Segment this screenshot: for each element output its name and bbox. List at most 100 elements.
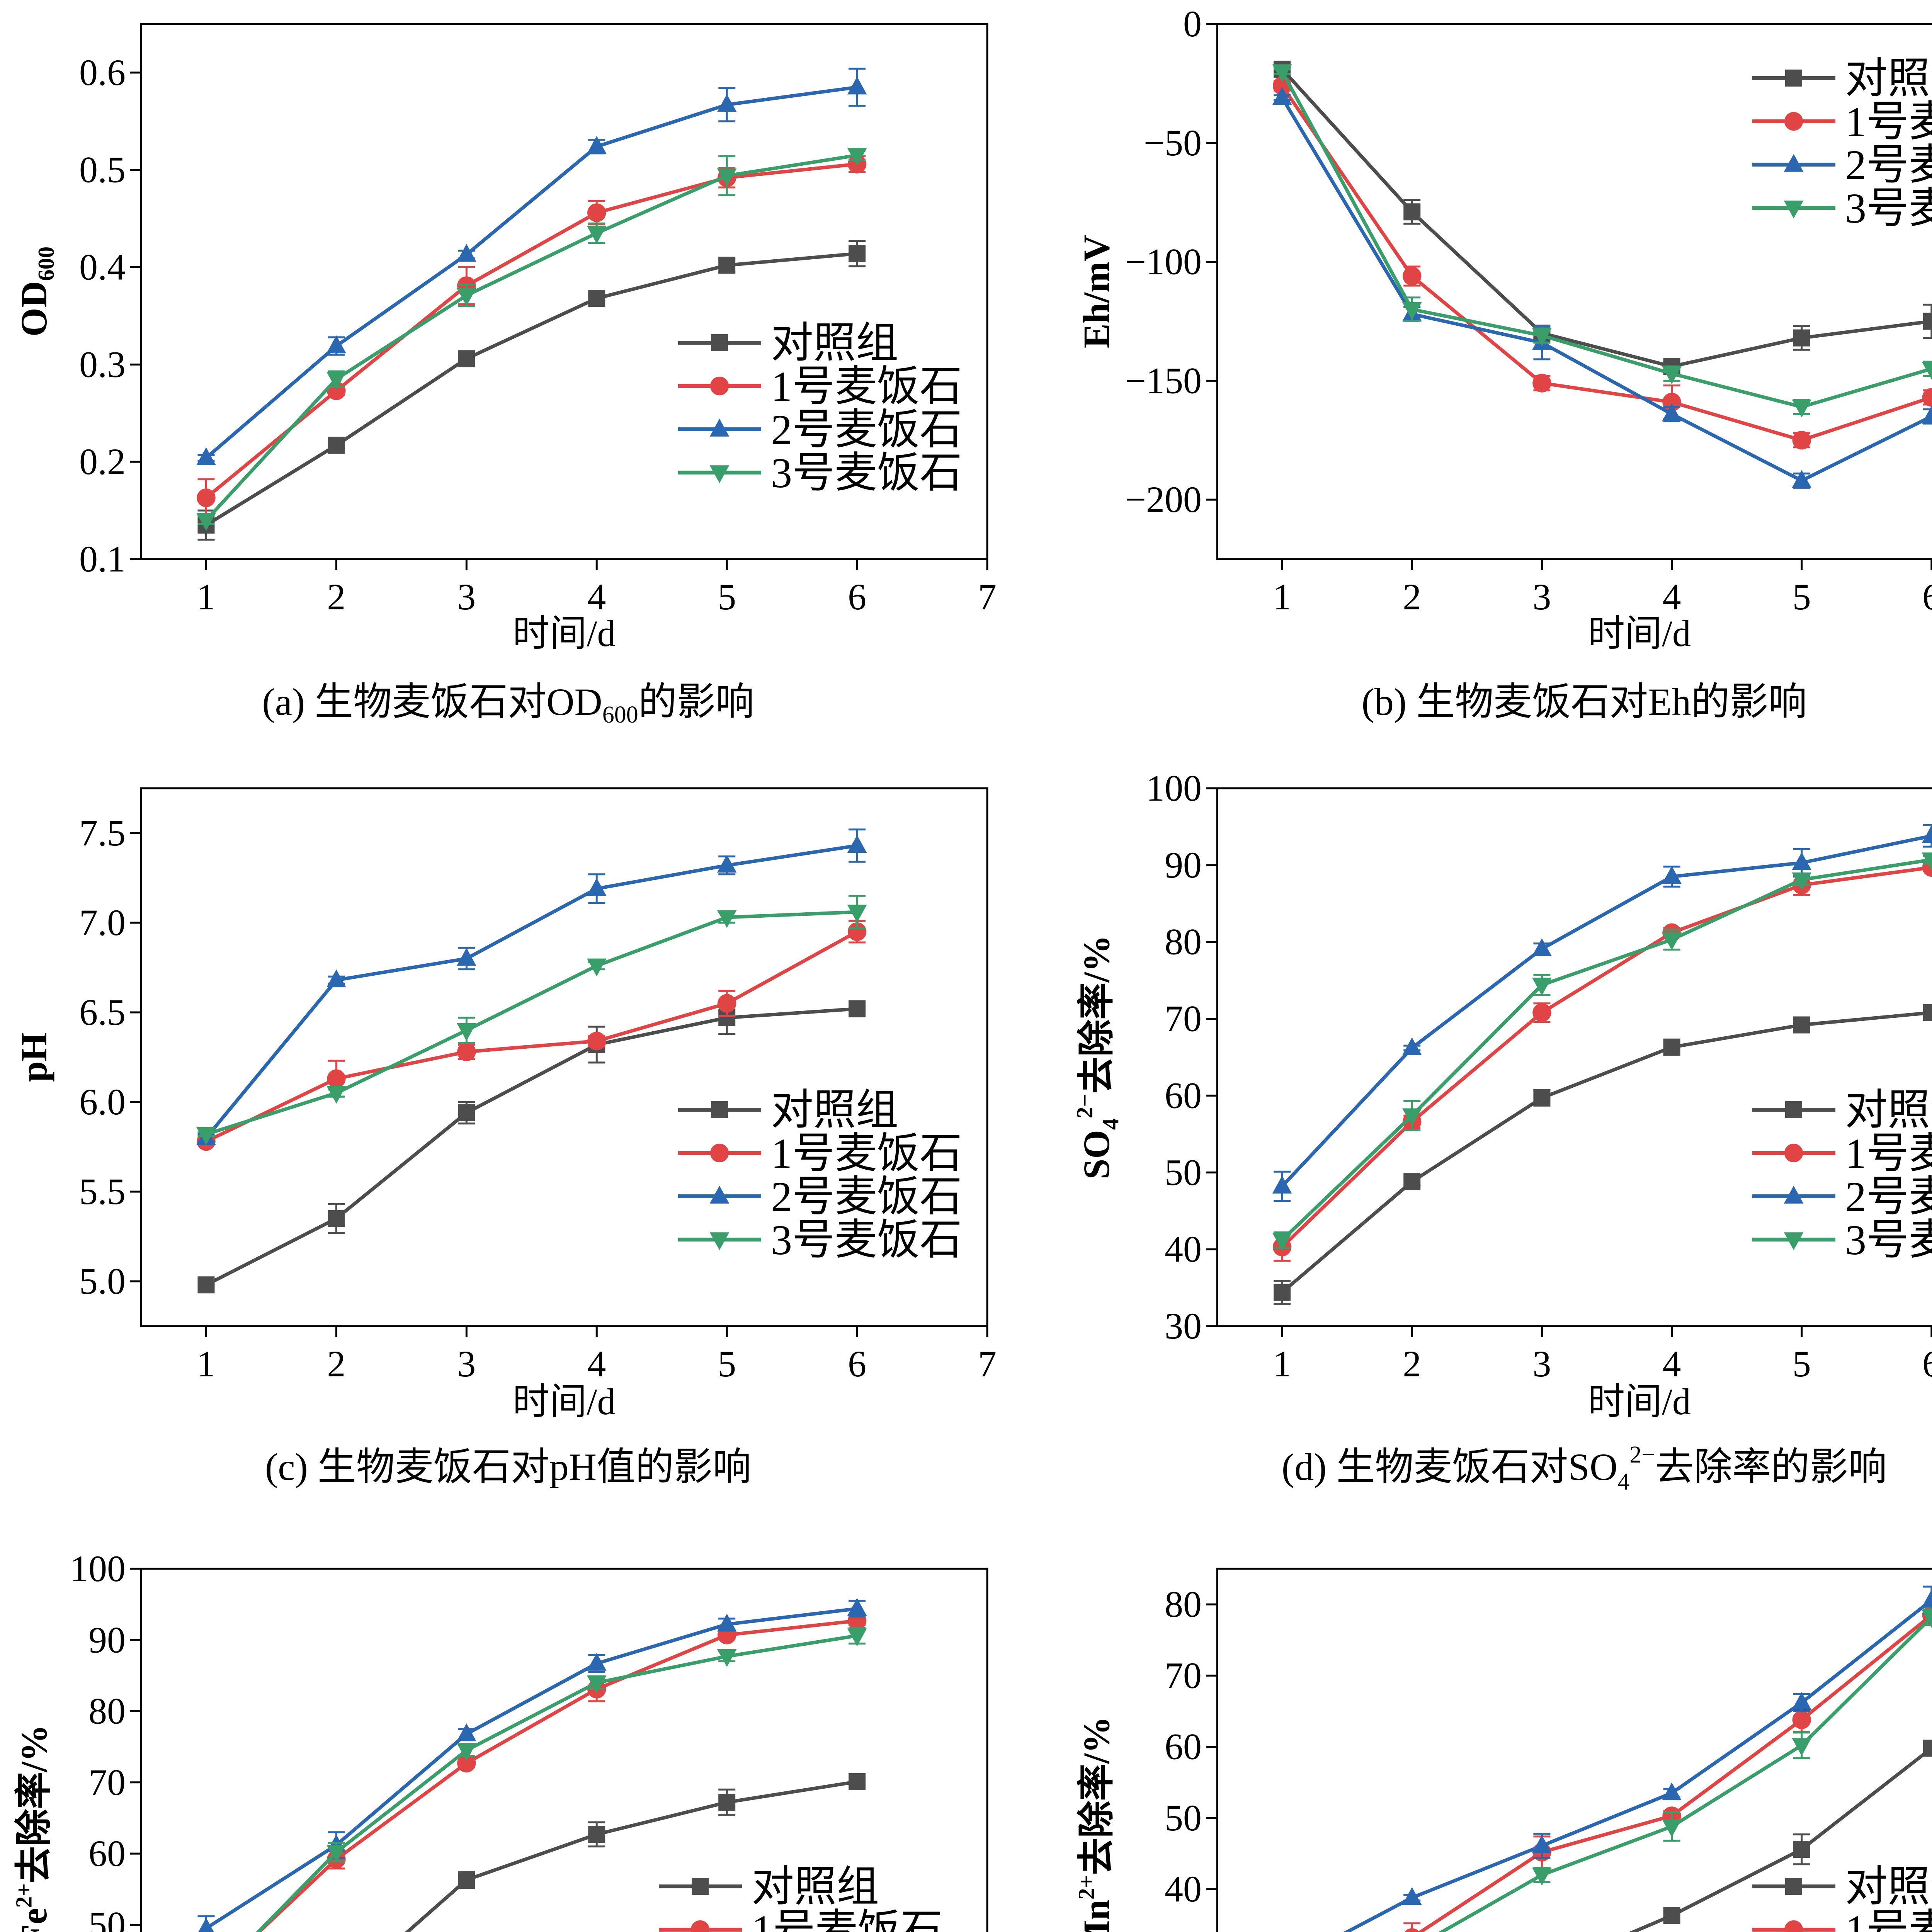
y-tick-label: 0.4: [79, 247, 126, 288]
x-tick-label: 1: [197, 1343, 215, 1384]
data-point: [1404, 1928, 1420, 1932]
x-tick-label: 5: [1793, 576, 1811, 617]
data-point: [457, 1042, 476, 1061]
data-point: [457, 1753, 476, 1773]
data-point: [717, 168, 737, 187]
legend-label: 对照组: [1845, 1863, 1932, 1910]
data-point: [1792, 1710, 1811, 1729]
svg-text:Fe2+去除率/%: Fe2+去除率/%: [11, 1725, 54, 1932]
x-tick-label: 3: [457, 576, 476, 617]
legend-item: 1号麦饭石: [678, 363, 962, 410]
y-tick-label: 50: [1165, 1151, 1202, 1193]
y-tick-label: 60: [1165, 1075, 1202, 1116]
data-point: [198, 1918, 214, 1932]
series-2: [196, 68, 867, 465]
data-point: [1272, 1233, 1292, 1251]
y-tick-label: 50: [1165, 1797, 1202, 1838]
series-line: [204, 844, 857, 1139]
data-point: [1792, 872, 1811, 891]
y-tick-label: 0.1: [79, 538, 126, 580]
legend-marker-icon: [1784, 1920, 1803, 1932]
y-tick-label: 70: [88, 1762, 126, 1803]
data-point: [327, 372, 346, 390]
series-line: [205, 162, 857, 499]
legend-marker-icon: [711, 1101, 728, 1118]
y-axis-label: Fe2+去除率/%: [11, 1725, 54, 1932]
y-tick-label: 80: [1165, 1583, 1202, 1625]
legend-item: 对照组: [678, 1087, 898, 1134]
data-point: [1792, 470, 1811, 488]
series-3: [256, 1627, 867, 1932]
data-point: [717, 994, 736, 1013]
chart-panel-f: 12345671020304050607080时间/dMn2+去除率/%对照组1…: [1074, 1568, 1932, 1932]
series-line: [205, 1007, 857, 1287]
x-tick-label: 4: [587, 1343, 606, 1384]
chart-panel-e: 123456730405060708090100时间/dFe2+去除率/%对照组…: [11, 1548, 988, 1932]
data-point: [587, 1675, 607, 1694]
legend-marker-icon: [1784, 1143, 1803, 1163]
legend-marker-icon: [1784, 1185, 1804, 1204]
x-axis-label: 时间/d: [513, 613, 616, 654]
data-point: [1663, 1039, 1680, 1056]
series-line: [1281, 97, 1932, 483]
y-tick-label: 0: [1183, 3, 1202, 44]
x-tick-label: 6: [848, 576, 866, 617]
chart-panel-d: 123456730405060708090100时间/dSO42−去除率/%对照…: [1072, 767, 1932, 1495]
chart-panel-a: 1 2 3 4 5 6 7 0.1 0.2 0.3 0.4 0.5 0.6 时间/d OD600 对照组1号麦…: [13, 23, 997, 728]
y-axis-label: pH: [13, 1032, 54, 1082]
legend-label: 1号麦饭石: [752, 1906, 943, 1932]
legend-item: 对照组: [1752, 1863, 1932, 1910]
data-point: [1662, 1782, 1682, 1801]
data-point: [587, 878, 607, 896]
data-point: [588, 1826, 605, 1843]
plot-frame: [1216, 1568, 1932, 1932]
series-line: [206, 910, 857, 1136]
data-point: [717, 94, 737, 112]
data-point: [1403, 267, 1422, 286]
y-tick-label: 60: [1165, 1726, 1202, 1767]
svg-text:SO42−去除率/%: SO42−去除率/%: [1072, 935, 1123, 1179]
data-point: [587, 226, 607, 244]
y-tick-label: 0.5: [79, 149, 126, 190]
series-line: [1281, 834, 1932, 1188]
y-tick-label: −50: [1144, 122, 1202, 163]
data-point: [327, 1069, 346, 1088]
data-point: [1922, 406, 1932, 424]
data-point: [717, 910, 737, 928]
legend-marker-icon: [1785, 1878, 1802, 1895]
data-point: [1532, 1003, 1551, 1022]
legend-item: 2号麦饭石: [678, 406, 962, 453]
y-tick-label: 60: [88, 1833, 126, 1874]
legend-label: 1号麦饭石: [1845, 1130, 1932, 1177]
data-point: [1793, 1841, 1810, 1858]
legend-item: 3号麦饭石: [1752, 185, 1932, 232]
y-tick-label: 70: [1165, 1655, 1202, 1696]
series-1: [197, 155, 867, 517]
data-point: [847, 1598, 867, 1616]
y-tick-label: −100: [1125, 241, 1202, 282]
x-tick-label: 2: [327, 1343, 345, 1384]
x-tick-label: 7: [978, 576, 997, 617]
plot-frame: [140, 787, 988, 1327]
data-point: [1792, 852, 1811, 870]
y-tick-label: 5.5: [79, 1171, 126, 1212]
legend-item: 1号麦饭石: [659, 1906, 943, 1932]
y-tick-label: 30: [1165, 1305, 1202, 1347]
legend-marker-icon: [709, 1232, 730, 1250]
data-point: [1402, 1108, 1422, 1126]
data-point: [1532, 328, 1552, 346]
series-line: [1281, 85, 1932, 442]
data-point: [587, 203, 606, 222]
series-line: [205, 252, 857, 527]
data-point: [1403, 1173, 1421, 1190]
plot-frame: [1216, 23, 1932, 560]
legend-label: 1号麦饭石: [1845, 1906, 1932, 1932]
legend-label: 3号麦饭石: [1845, 1216, 1932, 1264]
data-point: [458, 1871, 475, 1889]
data-point: [327, 1086, 346, 1104]
series-2: [196, 828, 867, 1145]
x-tick-label: 4: [1663, 576, 1681, 617]
